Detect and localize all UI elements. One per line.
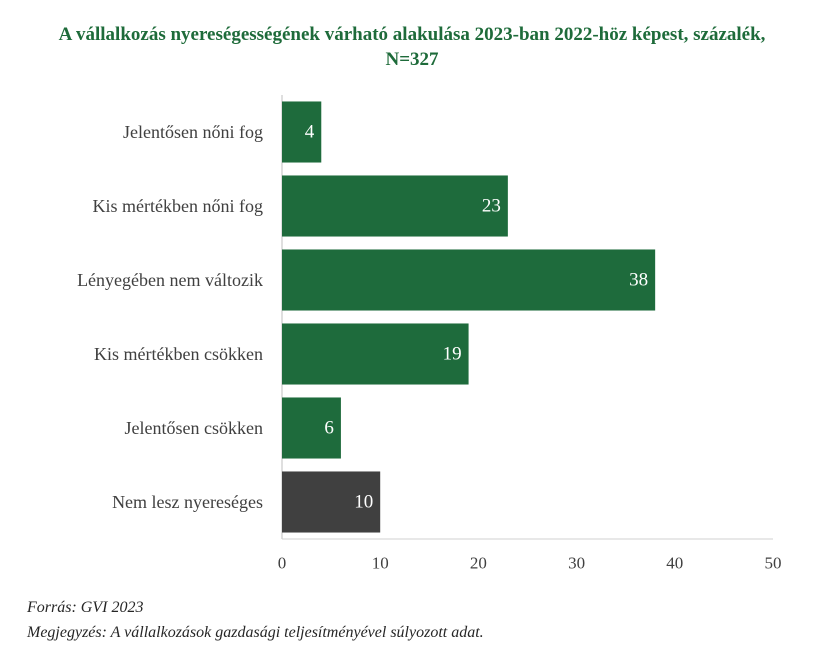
category-label-3: Lényegében nem változik [77, 270, 263, 290]
category-label-1: Jelentősen nőni fog [123, 122, 263, 142]
bar-3 [282, 249, 656, 311]
x-tick-label-6: 50 [765, 554, 782, 573]
value-label-4: 19 [443, 344, 462, 365]
bar-4 [282, 323, 469, 385]
value-label-5: 6 [324, 418, 334, 439]
chart-title: A vállalkozás nyereségességének várható … [58, 24, 766, 70]
x-tick-label-5: 40 [666, 554, 683, 573]
x-tick-label-4: 30 [568, 554, 585, 573]
x-tick-label-2: 10 [372, 554, 389, 573]
source-note: Forrás: GVI 2023 [27, 599, 144, 616]
value-label-1: 4 [305, 122, 315, 143]
bar-2 [282, 175, 508, 237]
bar-5 [282, 397, 341, 459]
value-label-6: 10 [354, 492, 373, 513]
chart-footer: Forrás: GVI 2023 Megjegyzés: A vállalkoz… [27, 595, 484, 645]
bar-1 [282, 101, 322, 163]
category-label-5: Jelentősen csökken [125, 418, 263, 438]
x-tick-label-1: 0 [278, 554, 287, 573]
category-label-6: Nem lesz nyereséges [112, 492, 263, 512]
value-label-3: 38 [629, 270, 648, 291]
x-tick-label-3: 20 [470, 554, 487, 573]
category-label-2: Kis mértékben nőni fog [93, 196, 263, 216]
bar-6 [282, 471, 381, 533]
methodology-note: Megjegyzés: A vállalkozások gazdasági te… [27, 624, 484, 641]
value-label-2: 23 [482, 196, 501, 217]
category-label-4: Kis mértékben csökken [94, 344, 263, 364]
